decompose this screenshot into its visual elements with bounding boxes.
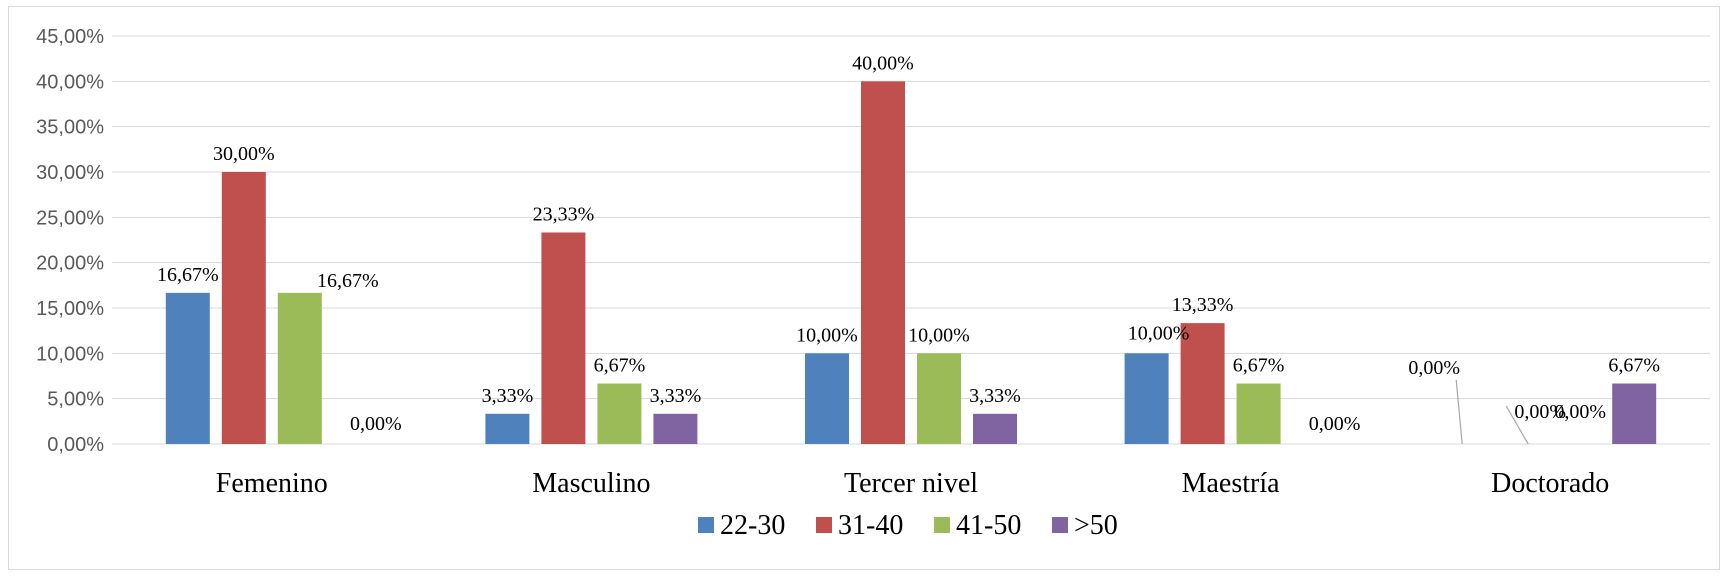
y-tick-label: 35,00% (36, 117, 104, 139)
y-tick-label: 30,00% (36, 162, 104, 184)
category-label: Tercer nivel (844, 468, 978, 499)
bar (1180, 323, 1225, 444)
legend-label: 41-50 (956, 510, 1021, 541)
data-label: 6,67% (1233, 355, 1285, 377)
data-label: 10,00% (796, 324, 858, 346)
y-tick-label: 5,00% (47, 389, 104, 411)
category-label: Doctorado (1491, 468, 1609, 499)
bar (221, 172, 266, 444)
data-label: 6,67% (594, 355, 646, 377)
bar (1612, 383, 1657, 444)
category-label: Femenino (216, 468, 328, 499)
bar (1236, 383, 1281, 444)
bar (597, 383, 642, 444)
data-label: 0,00% (1309, 413, 1361, 435)
bar (277, 292, 322, 444)
data-label: 16,67% (317, 270, 379, 292)
legend-label: 31-40 (838, 510, 903, 541)
data-label: 10,00% (1128, 322, 1190, 344)
legend-label: >50 (1074, 510, 1118, 541)
bar (1124, 353, 1169, 444)
category-label: Masculino (532, 468, 650, 499)
y-tick-label: 0,00% (47, 434, 104, 456)
data-label: 16,67% (157, 264, 219, 286)
legend-swatch (816, 517, 832, 533)
legend-swatch (934, 517, 950, 533)
y-tick-label: 10,00% (36, 343, 104, 365)
data-label: 0,00% (350, 413, 402, 435)
data-label: 13,33% (1172, 294, 1234, 316)
leader-line (1505, 405, 1529, 445)
bar (165, 292, 210, 444)
y-tick-label: 40,00% (36, 71, 104, 93)
data-label: 3,33% (969, 385, 1021, 407)
category-label: Maestría (1182, 468, 1281, 499)
data-label: 6,67% (1608, 355, 1660, 377)
data-label: 23,33% (533, 203, 595, 225)
data-label: 40,00% (852, 52, 914, 74)
data-label: 3,33% (482, 385, 534, 407)
data-label: 0,00% (1514, 401, 1566, 423)
bar (973, 413, 1017, 444)
bar (861, 81, 905, 444)
legend: 22-30 31-40 41-50 >50 (698, 510, 1118, 541)
bar (653, 413, 698, 444)
y-tick-label: 20,00% (36, 253, 104, 275)
data-label: 0,00% (1408, 357, 1460, 379)
bar (805, 353, 849, 444)
legend-swatch (1052, 517, 1068, 533)
bar (485, 413, 530, 444)
data-label: 30,00% (213, 143, 275, 165)
legend-swatch (698, 517, 714, 533)
y-tick-label: 25,00% (36, 207, 104, 229)
data-label: 10,00% (908, 324, 970, 346)
leader-line (1455, 379, 1463, 445)
bar (917, 353, 961, 444)
y-tick-label: 45,00% (36, 26, 104, 48)
data-label: 0,00% (1554, 401, 1606, 423)
data-label: 3,33% (650, 385, 702, 407)
bar (541, 232, 586, 444)
y-tick-label: 15,00% (36, 298, 104, 320)
legend-label: 22-30 (720, 510, 785, 541)
